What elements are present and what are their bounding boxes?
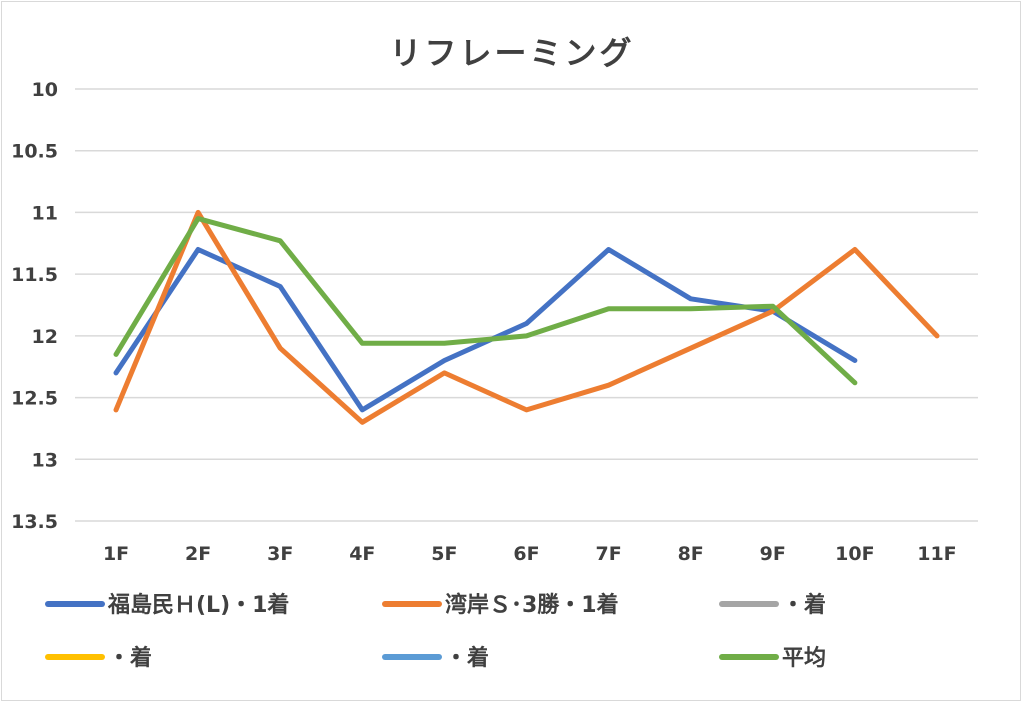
legend-item: ・着 <box>45 645 152 671</box>
legend-item: 湾岸Ｓ･3勝・1着 <box>382 592 619 618</box>
legend-label: 湾岸Ｓ･3勝・1着 <box>445 592 619 618</box>
legend-label: 福島民Ｈ(L)・1着 <box>107 592 289 618</box>
y-tick-label: 11 <box>32 202 58 224</box>
legend-label: ・着 <box>445 645 489 671</box>
series-line <box>113 216 858 386</box>
x-axis: 1F 2F 3F 4F 5F 6F 7F 8F 9F 10F 11F <box>103 543 957 565</box>
x-tick-label: 11F <box>917 543 956 565</box>
series-line <box>113 209 940 425</box>
chart-title: リフレーミング <box>389 34 635 72</box>
y-tick-label: 11.5 <box>11 264 58 286</box>
gridlines <box>75 88 978 522</box>
x-tick-label: 7F <box>595 543 621 565</box>
y-tick-label: 12 <box>32 326 58 348</box>
x-tick-label: 4F <box>349 543 375 565</box>
legend-item: ・着 <box>382 645 489 671</box>
x-tick-label: 10F <box>835 543 874 565</box>
y-tick-label: 10 <box>32 79 58 101</box>
x-tick-label: 5F <box>431 543 457 565</box>
legend-item: ・着 <box>719 592 826 618</box>
y-tick-label: 10.5 <box>11 141 58 163</box>
legend: 福島民Ｈ(L)・1着 湾岸Ｓ･3勝・1着 ・着・着 ・着 平均 <box>45 592 826 671</box>
legend-label: 平均 <box>782 645 826 671</box>
legend-item: 福島民Ｈ(L)・1着 <box>45 592 289 618</box>
y-tick-label: 12.5 <box>11 388 58 410</box>
x-tick-label: 3F <box>267 543 293 565</box>
x-tick-label: 2F <box>185 543 211 565</box>
x-tick-label: 8F <box>678 543 704 565</box>
legend-label: ・着 <box>108 645 152 671</box>
legend-label: ・着 <box>782 592 826 618</box>
x-tick-label: 1F <box>103 543 129 565</box>
x-tick-label: 9F <box>760 543 786 565</box>
y-axis: 10 10.5 11 11.5 12 12.5 13 13.5 <box>11 79 58 533</box>
y-tick-label: 13.5 <box>11 511 58 533</box>
plot-lines <box>113 209 940 425</box>
legend-item: 平均 <box>719 645 826 671</box>
x-tick-label: 6F <box>513 543 539 565</box>
y-tick-label: 13 <box>32 449 58 471</box>
